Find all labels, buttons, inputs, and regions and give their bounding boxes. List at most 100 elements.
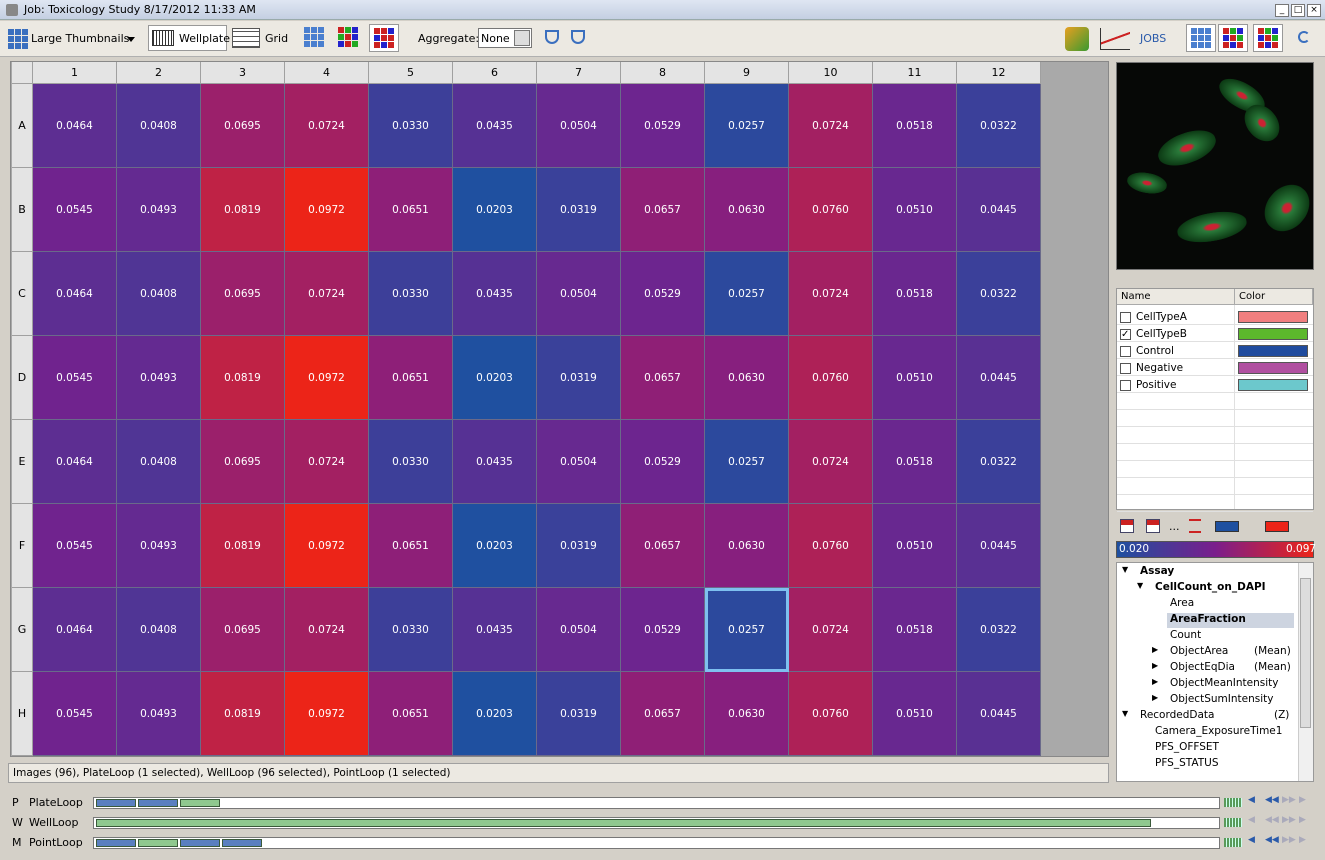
well[interactable]: 0.0529 bbox=[621, 588, 705, 672]
toolbar-icon[interactable] bbox=[374, 28, 394, 48]
more-button[interactable]: ... bbox=[1169, 520, 1180, 533]
legend-checkbox[interactable] bbox=[1120, 312, 1131, 323]
tree-label[interactable]: ObjectArea bbox=[1170, 645, 1229, 657]
well[interactable]: 0.0510 bbox=[873, 168, 957, 252]
loop-nav[interactable]: ◀ bbox=[1248, 835, 1255, 845]
well[interactable]: 0.0529 bbox=[621, 420, 705, 504]
well[interactable]: 0.0760 bbox=[789, 336, 873, 420]
well[interactable]: 0.0330 bbox=[369, 420, 453, 504]
tree-label[interactable]: Area bbox=[1170, 597, 1195, 609]
well[interactable]: 0.0257 bbox=[705, 420, 789, 504]
legend-checkbox[interactable] bbox=[1120, 380, 1131, 391]
well[interactable]: 0.0493 bbox=[117, 336, 201, 420]
well[interactable]: 0.0408 bbox=[117, 84, 201, 168]
tree-toggle[interactable]: ▶ bbox=[1152, 645, 1159, 654]
well[interactable]: 0.0695 bbox=[201, 84, 285, 168]
well[interactable]: 0.0657 bbox=[621, 504, 705, 588]
well[interactable]: 0.0330 bbox=[369, 252, 453, 336]
legend-checkbox[interactable]: ✓ bbox=[1120, 329, 1131, 340]
well[interactable]: 0.0504 bbox=[537, 84, 621, 168]
well[interactable]: 0.0545 bbox=[33, 168, 117, 252]
toolbar-icon[interactable] bbox=[8, 29, 28, 49]
loop-nav[interactable]: ▶ bbox=[1299, 795, 1306, 805]
graph-icon[interactable] bbox=[1100, 28, 1130, 50]
well[interactable]: 0.0972 bbox=[285, 168, 369, 252]
tree-toggle[interactable]: ▶ bbox=[1152, 677, 1159, 686]
well[interactable]: 0.0464 bbox=[33, 84, 117, 168]
loop-nav[interactable]: ▶ bbox=[1299, 815, 1306, 825]
well[interactable]: 0.0657 bbox=[621, 672, 705, 756]
well[interactable]: 0.0319 bbox=[537, 504, 621, 588]
well[interactable]: 0.0408 bbox=[117, 252, 201, 336]
tree-label[interactable]: AreaFraction bbox=[1167, 613, 1294, 628]
tree-label[interactable]: CellCount_on_DAPI bbox=[1155, 581, 1266, 593]
legend-checkbox[interactable] bbox=[1120, 363, 1131, 374]
loop-nav[interactable]: ◀ bbox=[1248, 815, 1255, 825]
well[interactable]: 0.0257 bbox=[705, 84, 789, 168]
well[interactable]: 0.0724 bbox=[789, 252, 873, 336]
tree-toggle[interactable]: ▼ bbox=[1137, 581, 1144, 590]
tree-toggle[interactable]: ▶ bbox=[1152, 661, 1159, 670]
well[interactable]: 0.0435 bbox=[453, 420, 537, 504]
well[interactable]: 0.0504 bbox=[537, 588, 621, 672]
well[interactable]: 0.0504 bbox=[537, 252, 621, 336]
well[interactable]: 0.0529 bbox=[621, 84, 705, 168]
tree-label[interactable]: Count bbox=[1170, 629, 1202, 641]
well[interactable]: 0.0464 bbox=[33, 420, 117, 504]
well[interactable]: 0.0545 bbox=[33, 672, 117, 756]
well[interactable]: 0.0510 bbox=[873, 336, 957, 420]
well[interactable]: 0.0518 bbox=[873, 420, 957, 504]
well[interactable]: 0.0518 bbox=[873, 84, 957, 168]
well[interactable]: 0.0493 bbox=[117, 504, 201, 588]
well[interactable]: 0.0760 bbox=[789, 672, 873, 756]
well[interactable]: 0.0819 bbox=[201, 504, 285, 588]
filter-icon[interactable] bbox=[545, 30, 559, 44]
tree-label[interactable]: PFS_STATUS bbox=[1155, 757, 1219, 769]
well[interactable]: 0.0408 bbox=[117, 588, 201, 672]
well[interactable]: 0.0257 bbox=[705, 588, 789, 672]
loop-nav[interactable]: ◀◀ bbox=[1265, 815, 1279, 825]
colormap-icon[interactable] bbox=[1146, 519, 1160, 533]
well[interactable]: 0.0724 bbox=[789, 84, 873, 168]
well[interactable]: 0.0819 bbox=[201, 168, 285, 252]
well[interactable]: 0.0203 bbox=[453, 672, 537, 756]
well[interactable]: 0.0445 bbox=[957, 672, 1041, 756]
window-button[interactable]: _ bbox=[1275, 4, 1289, 17]
well[interactable]: 0.0819 bbox=[201, 336, 285, 420]
reset-icon[interactable] bbox=[1189, 519, 1201, 533]
well[interactable]: 0.0330 bbox=[369, 588, 453, 672]
well[interactable]: 0.0203 bbox=[453, 168, 537, 252]
well[interactable]: 0.0972 bbox=[285, 672, 369, 756]
well[interactable]: 0.0322 bbox=[957, 84, 1041, 168]
well[interactable]: 0.0651 bbox=[369, 672, 453, 756]
well[interactable]: 0.0322 bbox=[957, 252, 1041, 336]
well[interactable]: 0.0518 bbox=[873, 588, 957, 672]
colormap-icon[interactable] bbox=[1120, 519, 1134, 533]
well[interactable]: 0.0493 bbox=[117, 168, 201, 252]
refresh-icon[interactable] bbox=[1298, 31, 1310, 43]
tree-scroll-thumb[interactable] bbox=[1300, 578, 1311, 728]
tree-toggle[interactable]: ▶ bbox=[1152, 693, 1159, 702]
well[interactable]: 0.0657 bbox=[621, 168, 705, 252]
well[interactable]: 0.0657 bbox=[621, 336, 705, 420]
well[interactable]: 0.0435 bbox=[453, 588, 537, 672]
window-button[interactable]: □ bbox=[1291, 4, 1305, 17]
well[interactable]: 0.0510 bbox=[873, 672, 957, 756]
loop-nav[interactable]: ▶ bbox=[1299, 835, 1306, 845]
well[interactable]: 0.0760 bbox=[789, 504, 873, 588]
tree-label[interactable]: Camera_ExposureTime1 bbox=[1155, 725, 1283, 737]
well[interactable]: 0.0651 bbox=[369, 504, 453, 588]
analysis-icon[interactable] bbox=[1065, 27, 1089, 51]
view-mode[interactable]: Large Thumbnails bbox=[31, 32, 130, 45]
well[interactable]: 0.0630 bbox=[705, 504, 789, 588]
well[interactable]: 0.0529 bbox=[621, 252, 705, 336]
loop-nav[interactable]: ◀◀ bbox=[1265, 835, 1279, 845]
well[interactable]: 0.0630 bbox=[705, 672, 789, 756]
well[interactable]: 0.0651 bbox=[369, 168, 453, 252]
well[interactable]: 0.0819 bbox=[201, 672, 285, 756]
well[interactable]: 0.0695 bbox=[201, 588, 285, 672]
toolbar-icon[interactable] bbox=[304, 27, 324, 47]
well[interactable]: 0.0319 bbox=[537, 672, 621, 756]
filter-edit-icon[interactable] bbox=[571, 30, 585, 44]
loop-nav[interactable]: ◀ bbox=[1248, 795, 1255, 805]
